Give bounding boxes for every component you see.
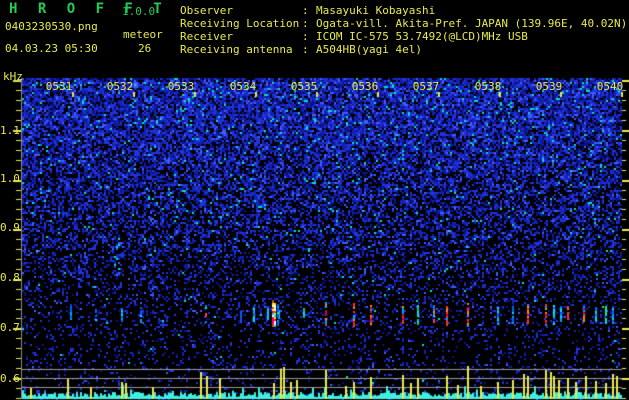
x-tick-label: 0531 xyxy=(45,80,73,93)
info-value: A504HB(yagi 4el) xyxy=(316,43,422,56)
meteor-count: 26 xyxy=(138,42,152,55)
x-tick-label: 0537 xyxy=(412,80,440,93)
y-tick-label: 0.8 xyxy=(0,271,20,284)
info-row-observer: Observer: Masayuki Kobayashi xyxy=(180,4,627,17)
x-tick-label: 0533 xyxy=(167,80,195,93)
x-tick-label: 0534 xyxy=(229,80,257,93)
info-separator: : xyxy=(302,17,309,30)
x-tick-label: 0535 xyxy=(290,80,318,93)
info-label: Observer xyxy=(180,4,233,17)
y-tick-label: 1.0 xyxy=(0,172,20,185)
x-tick-label: 0536 xyxy=(351,80,379,93)
info-value: Masayuki Kobayashi xyxy=(316,4,436,17)
app-title: H R O F F T xyxy=(9,1,168,17)
station-info: Observer: Masayuki Kobayashi Receiving Lo… xyxy=(180,4,627,56)
y-tick-label: 0.9 xyxy=(0,221,20,234)
info-row-receiver: Receiver: ICOM IC-575 53.7492(@LCD)MHz US… xyxy=(180,30,627,43)
y-tick-label: 1.1 xyxy=(0,124,20,137)
mode-label: meteor xyxy=(123,28,163,41)
x-tick-label: 0538 xyxy=(474,80,502,93)
info-label: Receiver xyxy=(180,30,233,43)
y-axis-unit-label: kHz xyxy=(3,70,23,83)
info-value: ICOM IC-575 53.7492(@LCD)MHz USB xyxy=(316,30,528,43)
info-row-antenna: Receiving antenna: A504HB(yagi 4el) xyxy=(180,43,627,56)
x-tick-label: 0540 xyxy=(596,80,624,93)
info-label: Receiving Location xyxy=(180,17,300,30)
y-tick-label: 0.7 xyxy=(0,321,20,334)
info-separator: : xyxy=(302,43,309,56)
y-tick-label: 0.6 xyxy=(0,372,20,385)
info-value: Ogata-vill. Akita-Pref. JAPAN (139.96E, … xyxy=(316,17,628,30)
app-version: 1.0.0 xyxy=(122,5,156,18)
info-separator: : xyxy=(302,4,309,17)
info-separator: : xyxy=(302,30,309,43)
info-label: Receiving antenna xyxy=(180,43,293,56)
output-filename: 0403230530.png xyxy=(5,20,98,33)
x-tick-label: 0532 xyxy=(106,80,134,93)
x-tick-label: 0539 xyxy=(535,80,563,93)
observation-datetime: 04.03.23 05:30 xyxy=(5,42,98,55)
info-row-location: Receiving Location: Ogata-vill. Akita-Pre… xyxy=(180,17,627,30)
